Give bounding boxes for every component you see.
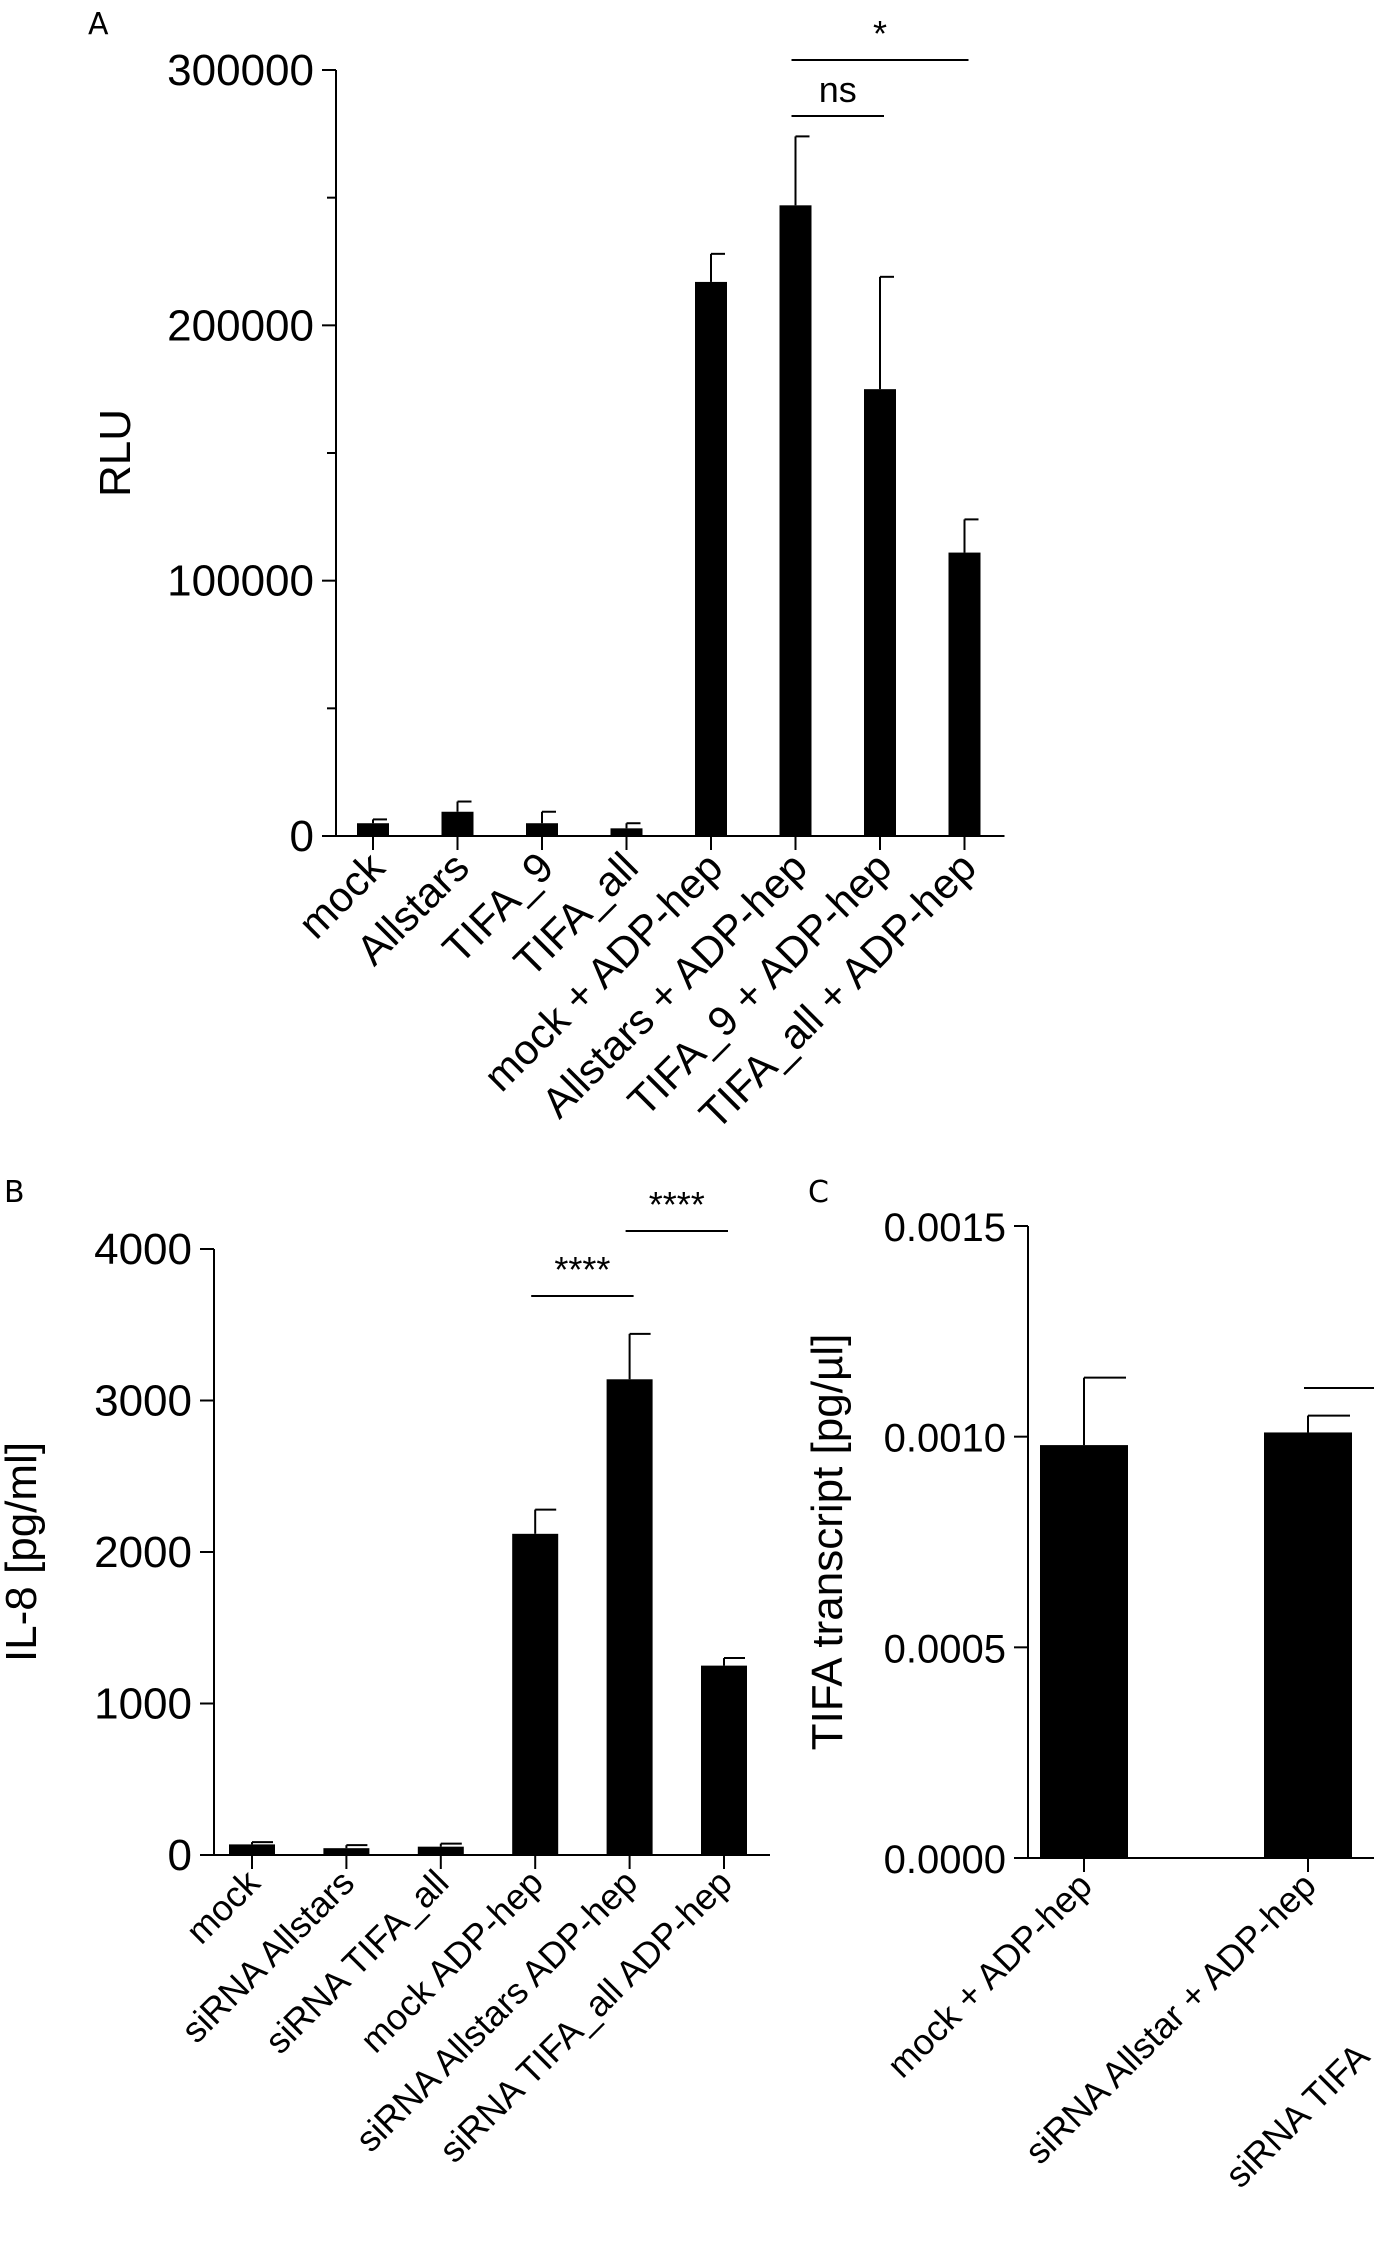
- y-tick-label: 0.0005: [884, 1627, 1006, 1671]
- panel-letter-a: A: [88, 7, 109, 42]
- bar: [357, 823, 389, 836]
- bar: [864, 389, 896, 836]
- y-tick-label: 0: [290, 812, 314, 861]
- bar: [606, 1379, 653, 1855]
- significance-label: ns: [819, 69, 857, 110]
- significance-label: ****: [649, 1184, 705, 1225]
- bar: [512, 1533, 559, 1855]
- y-tick-label: 2000: [94, 1528, 192, 1577]
- bar: [779, 205, 812, 836]
- bar: [323, 1848, 370, 1855]
- bar: [417, 1846, 464, 1855]
- bar: [1040, 1445, 1128, 1858]
- y-tick-label: 300000: [167, 46, 314, 95]
- bar: [441, 811, 474, 836]
- y-tick-label: 0.0015: [884, 1206, 1006, 1250]
- chart-panel-a: 0100000200000300000RLUmockAllstarsTIFA_9…: [91, 13, 1005, 1138]
- bar: [229, 1844, 275, 1855]
- bar: [1264, 1432, 1352, 1858]
- y-tick-label: 0: [168, 1831, 192, 1880]
- significance-label: ****: [554, 1249, 610, 1290]
- bar: [610, 828, 643, 836]
- bar: [701, 1665, 747, 1855]
- y-tick-label: 100000: [167, 557, 314, 606]
- panel-letter-b: B: [4, 1175, 25, 1210]
- y-tick-label: 200000: [167, 301, 314, 350]
- y-axis-title: TIFA transcript [pg/µl]: [803, 1334, 852, 1751]
- significance-label: *: [873, 13, 887, 54]
- y-axis-title: RLU: [91, 409, 140, 497]
- chart-panel-c: 0.0000 0.0005 0.0010 0.0015 TIFA transcript …: [803, 1206, 1374, 2195]
- panel-letter-c: C: [808, 1175, 829, 1210]
- y-tick-label: 1000: [94, 1680, 192, 1729]
- y-tick-label: 3000: [94, 1377, 192, 1426]
- y-tick-label: 4000: [94, 1225, 192, 1274]
- bar: [526, 823, 558, 836]
- y-axis-title: IL-8 [pg/ml]: [0, 1442, 46, 1662]
- y-tick-label: 0.0010: [884, 1417, 1006, 1461]
- bar: [695, 281, 727, 837]
- y-tick-label: 0.0000: [884, 1838, 1006, 1882]
- x-tick-label: mock + ADP-hep: [879, 1865, 1100, 2086]
- bar: [948, 552, 981, 836]
